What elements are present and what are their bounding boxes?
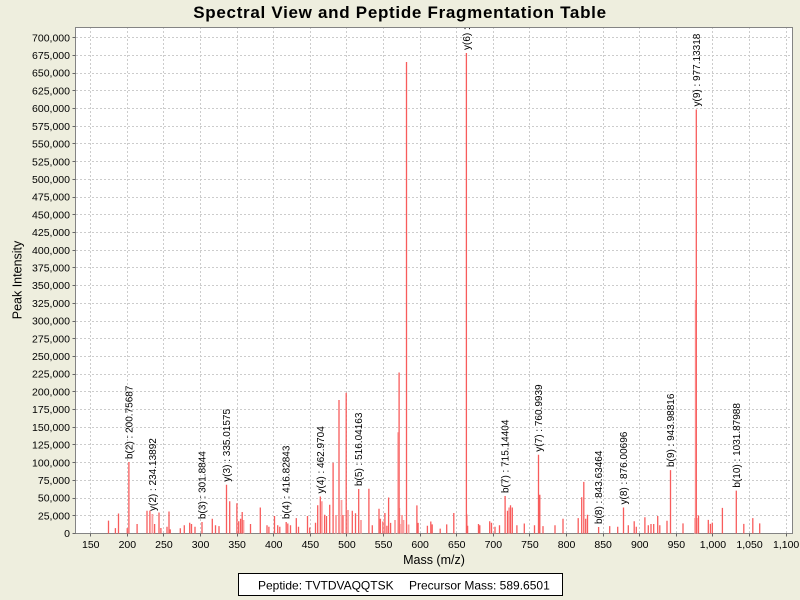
svg-text:225,000: 225,000 bbox=[32, 369, 70, 381]
svg-text:375,000: 375,000 bbox=[32, 262, 70, 274]
svg-text:500,000: 500,000 bbox=[32, 174, 70, 186]
svg-text:300: 300 bbox=[192, 539, 210, 551]
svg-text:y(4) : 462.9704: y(4) : 462.9704 bbox=[316, 426, 327, 494]
svg-text:650,000: 650,000 bbox=[32, 68, 70, 80]
svg-text:50,000: 50,000 bbox=[38, 493, 70, 505]
svg-text:325,000: 325,000 bbox=[32, 298, 70, 310]
svg-text:400: 400 bbox=[265, 539, 283, 551]
svg-text:y(2) : 234.13892: y(2) : 234.13892 bbox=[148, 438, 159, 511]
svg-text:b(10) : 1031.87988: b(10) : 1031.87988 bbox=[732, 403, 743, 488]
svg-text:475,000: 475,000 bbox=[32, 192, 70, 204]
svg-text:125,000: 125,000 bbox=[32, 440, 70, 452]
svg-text:300,000: 300,000 bbox=[32, 316, 70, 328]
svg-text:550,000: 550,000 bbox=[32, 139, 70, 151]
svg-text:700,000: 700,000 bbox=[32, 32, 70, 44]
svg-text:750: 750 bbox=[521, 539, 539, 551]
svg-text:1,100: 1,100 bbox=[773, 539, 799, 551]
svg-text:b(9) : 943.98816: b(9) : 943.98816 bbox=[666, 393, 677, 467]
svg-text:Precursor Mass: 589.6501: Precursor Mass: 589.6501 bbox=[409, 579, 550, 593]
svg-text:b(8) : 843.63464: b(8) : 843.63464 bbox=[594, 450, 605, 524]
svg-text:0: 0 bbox=[64, 528, 70, 540]
svg-text:1,050: 1,050 bbox=[736, 539, 762, 551]
svg-text:75,000: 75,000 bbox=[38, 475, 70, 487]
svg-text:b(4) : 416.82843: b(4) : 416.82843 bbox=[282, 445, 293, 519]
svg-text:450: 450 bbox=[302, 539, 320, 551]
svg-text:Peak Intensity: Peak Intensity bbox=[11, 240, 25, 319]
svg-text:200: 200 bbox=[119, 539, 137, 551]
svg-text:425,000: 425,000 bbox=[32, 227, 70, 239]
svg-text:350,000: 350,000 bbox=[32, 280, 70, 292]
svg-text:275,000: 275,000 bbox=[32, 333, 70, 345]
svg-text:675,000: 675,000 bbox=[32, 50, 70, 62]
svg-text:25,000: 25,000 bbox=[38, 510, 70, 522]
svg-text:800: 800 bbox=[558, 539, 576, 551]
svg-text:1,000: 1,000 bbox=[700, 539, 726, 551]
svg-text:150,000: 150,000 bbox=[32, 422, 70, 434]
svg-text:b(2) : 200.75687: b(2) : 200.75687 bbox=[124, 385, 135, 459]
svg-text:b(7) : 715.14404: b(7) : 715.14404 bbox=[501, 419, 512, 493]
svg-text:Peptide: TVTDVAQQTSK: Peptide: TVTDVAQQTSK bbox=[258, 579, 394, 593]
svg-text:550: 550 bbox=[375, 539, 393, 551]
svg-text:y(8) : 876.00696: y(8) : 876.00696 bbox=[619, 431, 630, 504]
svg-text:400,000: 400,000 bbox=[32, 245, 70, 257]
svg-text:y(7) : 760.9939: y(7) : 760.9939 bbox=[534, 384, 545, 452]
svg-text:b(3) : 301.8844: b(3) : 301.8844 bbox=[198, 451, 209, 519]
svg-text:y(6) : 663.34277: y(6) : 663.34277 bbox=[462, 0, 473, 50]
svg-text:575,000: 575,000 bbox=[32, 121, 70, 133]
svg-text:y(9) : 977.13318: y(9) : 977.13318 bbox=[692, 33, 703, 106]
svg-text:650: 650 bbox=[448, 539, 466, 551]
svg-text:600: 600 bbox=[411, 539, 429, 551]
svg-text:450,000: 450,000 bbox=[32, 209, 70, 221]
svg-text:500: 500 bbox=[338, 539, 356, 551]
svg-text:950: 950 bbox=[668, 539, 686, 551]
svg-text:150: 150 bbox=[82, 539, 100, 551]
svg-text:100,000: 100,000 bbox=[32, 457, 70, 469]
svg-text:200,000: 200,000 bbox=[32, 386, 70, 398]
svg-text:250: 250 bbox=[155, 539, 173, 551]
svg-text:y(3) : 335.01575: y(3) : 335.01575 bbox=[222, 409, 233, 482]
svg-text:Spectral View and Peptide Frag: Spectral View and Peptide Fragmentation … bbox=[193, 3, 606, 22]
svg-text:Mass (m/z): Mass (m/z) bbox=[403, 553, 465, 567]
svg-text:850: 850 bbox=[594, 539, 612, 551]
svg-text:625,000: 625,000 bbox=[32, 85, 70, 97]
svg-text:250,000: 250,000 bbox=[32, 351, 70, 363]
svg-text:600,000: 600,000 bbox=[32, 103, 70, 115]
svg-text:b(5) : 516.04163: b(5) : 516.04163 bbox=[354, 412, 365, 486]
svg-text:525,000: 525,000 bbox=[32, 156, 70, 168]
svg-text:900: 900 bbox=[631, 539, 649, 551]
svg-text:700: 700 bbox=[485, 539, 503, 551]
svg-text:350: 350 bbox=[228, 539, 246, 551]
svg-text:175,000: 175,000 bbox=[32, 404, 70, 416]
